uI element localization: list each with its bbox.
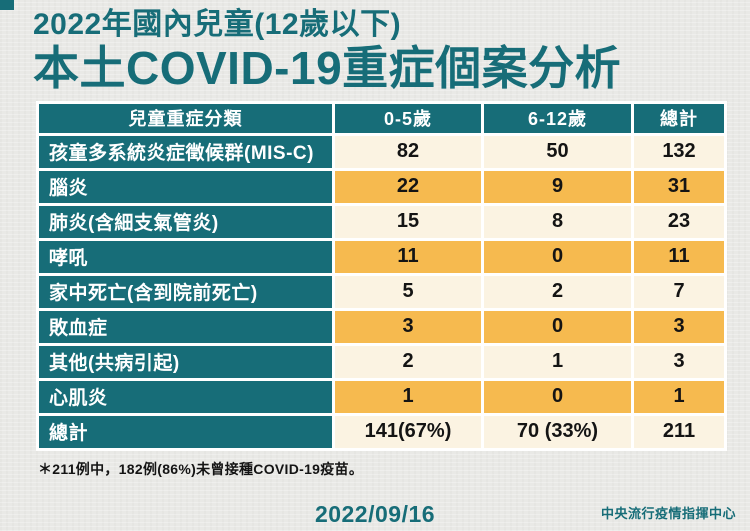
cell-value: 70 (33%) — [484, 415, 631, 448]
cell-value: 31 — [634, 170, 724, 203]
table-header-row: 兒童重症分類 0-5歲 6-12歲 總計 — [39, 103, 724, 133]
cell-value: 0 — [484, 240, 631, 273]
cell-value: 2 — [335, 345, 481, 378]
cell-value: 23 — [634, 205, 724, 238]
cell-value: 1 — [484, 345, 631, 378]
cell-value: 7 — [634, 275, 724, 308]
cell-value: 82 — [335, 135, 481, 168]
cell-value: 0 — [484, 380, 631, 413]
cell-value: 1 — [634, 380, 724, 413]
table-row-croup: 哮吼 11 0 11 — [39, 240, 724, 273]
row-label: 哮吼 — [39, 240, 332, 273]
severe-cases-table: 兒童重症分類 0-5歲 6-12歲 總計 孩童多系統炎症徵候群(MIS-C) 8… — [36, 100, 727, 451]
cell-value: 1 — [335, 380, 481, 413]
page-title: 本土COVID-19重症個案分析 — [33, 42, 622, 94]
row-label: 心肌炎 — [39, 380, 332, 413]
title-block: 2022年國內兒童(12歲以下) 本土COVID-19重症個案分析 — [0, 0, 750, 95]
row-label: 肺炎(含細支氣管炎) — [39, 205, 332, 238]
table-row-misc: 孩童多系統炎症徵候群(MIS-C) 82 50 132 — [39, 135, 724, 168]
vaccination-footnote: ＊211例中，182例(86%)未曾接種COVID-19疫苗。 — [38, 460, 364, 477]
cell-value: 3 — [634, 345, 724, 378]
cell-value: 22 — [335, 170, 481, 203]
row-label: 其他(共病引起) — [39, 345, 332, 378]
cell-value: 5 — [335, 275, 481, 308]
table-row-total: 總計 141(67%) 70 (33%) 211 — [39, 415, 724, 448]
cell-value: 11 — [335, 240, 481, 273]
table-row-sepsis: 敗血症 3 0 3 — [39, 310, 724, 343]
column-header-total: 總計 — [634, 103, 724, 133]
row-label: 總計 — [39, 415, 332, 448]
corner-accent-mark — [0, 0, 14, 10]
table-row-pneumonia: 肺炎(含細支氣管炎) 15 8 23 — [39, 205, 724, 238]
cell-value: 15 — [335, 205, 481, 238]
table-row-death-at-home: 家中死亡(含到院前死亡) 5 2 7 — [39, 275, 724, 308]
cell-value: 50 — [484, 135, 631, 168]
cell-value: 141(67%) — [335, 415, 481, 448]
column-header-age-6-12: 6-12歲 — [484, 103, 631, 133]
cell-value: 132 — [634, 135, 724, 168]
table-row-encephalitis: 腦炎 22 9 31 — [39, 170, 724, 203]
cell-value: 211 — [634, 415, 724, 448]
cell-value: 2 — [484, 275, 631, 308]
column-header-age-0-5: 0-5歲 — [335, 103, 481, 133]
cell-value: 11 — [634, 240, 724, 273]
title-subline: 2022年國內兒童(12歲以下) — [33, 8, 402, 41]
cell-value: 8 — [484, 205, 631, 238]
row-label: 家中死亡(含到院前死亡) — [39, 275, 332, 308]
report-date: 2022/09/16 — [314, 501, 436, 527]
row-label: 敗血症 — [39, 310, 332, 343]
cell-value: 3 — [634, 310, 724, 343]
table-row-myocarditis: 心肌炎 1 0 1 — [39, 380, 724, 413]
table-row-other: 其他(共病引起) 2 1 3 — [39, 345, 724, 378]
column-header-category: 兒童重症分類 — [39, 103, 332, 133]
row-label: 腦炎 — [39, 170, 332, 203]
cell-value: 9 — [484, 170, 631, 203]
cell-value: 3 — [335, 310, 481, 343]
agency-credit: 中央流行疫情指揮中心 — [600, 506, 736, 521]
row-label: 孩童多系統炎症徵候群(MIS-C) — [39, 135, 332, 168]
cell-value: 0 — [484, 310, 631, 343]
